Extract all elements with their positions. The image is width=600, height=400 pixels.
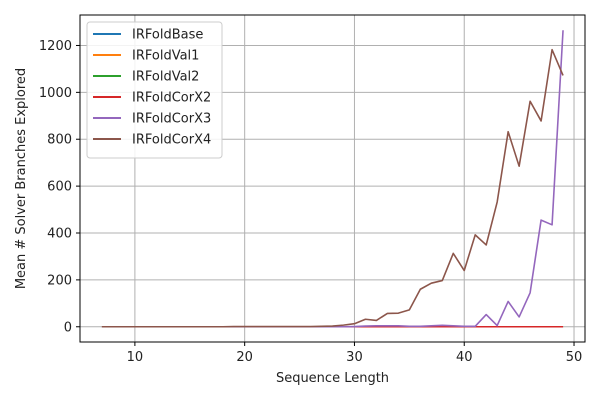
plot-frame <box>79 14 586 343</box>
x-tick-label: 30 <box>346 350 363 365</box>
x-axis-label: Sequence Length <box>276 371 389 386</box>
y-tick-label: 200 <box>47 273 72 288</box>
legend-label: IRFoldCorX4 <box>132 133 211 148</box>
y-tick-label: 800 <box>47 133 72 148</box>
legend: IRFoldBase IRFoldVal1 IRFoldVal2 IRFoldCorX… <box>86 21 223 159</box>
y-tick-label: 1200 <box>39 39 72 54</box>
y-tick-label: 0 <box>64 320 72 335</box>
y-axis-label: Mean # Solver Branches Explored <box>14 68 29 289</box>
legend-label: IRFoldVal2 <box>132 70 199 85</box>
legend-label: IRFoldVal1 <box>132 49 199 64</box>
x-tick-label: 20 <box>236 350 253 365</box>
y-tick-label: 1000 <box>39 86 72 101</box>
series-lines <box>101 30 564 328</box>
x-tick-label: 10 <box>127 350 144 365</box>
y-tick-label: 600 <box>47 180 72 195</box>
axis-ticks: 10 20 30 40 50 0 200 400 600 800 1000 1200 <box>39 39 582 365</box>
legend-label: IRFoldCorX2 <box>132 91 211 106</box>
series-line-IRFoldCorX4 <box>101 48 564 328</box>
legend-label: IRFoldBase <box>132 28 203 43</box>
legend-label: IRFoldCorX3 <box>132 112 211 127</box>
x-tick-label: 50 <box>566 350 583 365</box>
x-tick-label: 40 <box>456 350 473 365</box>
y-tick-label: 400 <box>47 227 72 242</box>
